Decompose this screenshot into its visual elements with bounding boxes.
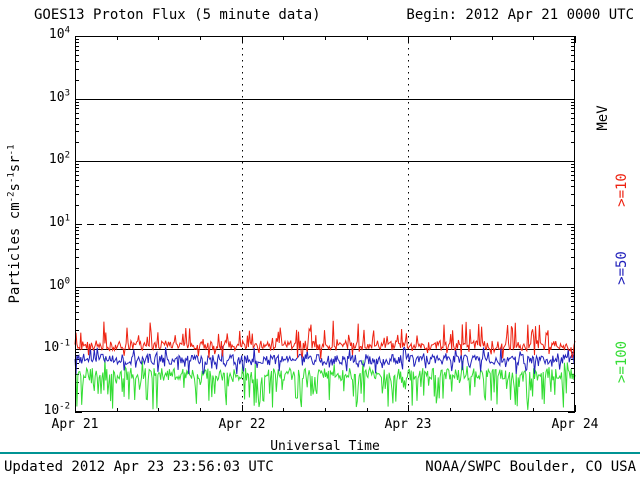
- y-tick-label-10e1: 101: [48, 213, 70, 230]
- footer-divider: [0, 452, 640, 454]
- data-source: NOAA/SWPC Boulder, CO USA: [425, 459, 636, 475]
- y-tick-label-10e4: 104: [48, 25, 70, 42]
- right-axis-label-MeV: MeV: [595, 105, 611, 131]
- trace-gte10MeV: [74, 320, 576, 359]
- begin-time-label: Begin: 2012 Apr 21 0000 UTC: [406, 7, 634, 23]
- updated-timestamp: Updated 2012 Apr 23 23:56:03 UTC: [4, 459, 274, 475]
- trace-gte100MeV: [74, 358, 576, 410]
- plot-border: [75, 36, 575, 412]
- chart-title: GOES13 Proton Flux (5 minute data): [34, 7, 321, 23]
- y-tick-label-10e-2: 10-2: [43, 401, 71, 418]
- trace-gte50MeV: [74, 346, 576, 375]
- y-tick-label-10e0: 100: [48, 276, 70, 293]
- right-axis-label-10: >=10: [614, 173, 630, 207]
- y-axis-title: Particles cm-2s-1sr-1: [6, 144, 23, 304]
- x-tick-label-apr24: Apr 24: [551, 417, 599, 432]
- x-tick-label-apr21: Apr 21: [51, 417, 99, 432]
- x-axis-title: Universal Time: [270, 439, 380, 454]
- right-axis-label-50: >=50: [614, 251, 630, 285]
- x-tick-label-apr22: Apr 22: [218, 417, 266, 432]
- y-tick-label-10e-1: 10-1: [43, 339, 71, 356]
- y-tick-label-10e2: 102: [48, 151, 70, 168]
- y-tick-label-10e3: 103: [48, 88, 70, 105]
- right-axis-label-100: >=100: [614, 340, 630, 384]
- x-tick-label-apr23: Apr 23: [384, 417, 432, 432]
